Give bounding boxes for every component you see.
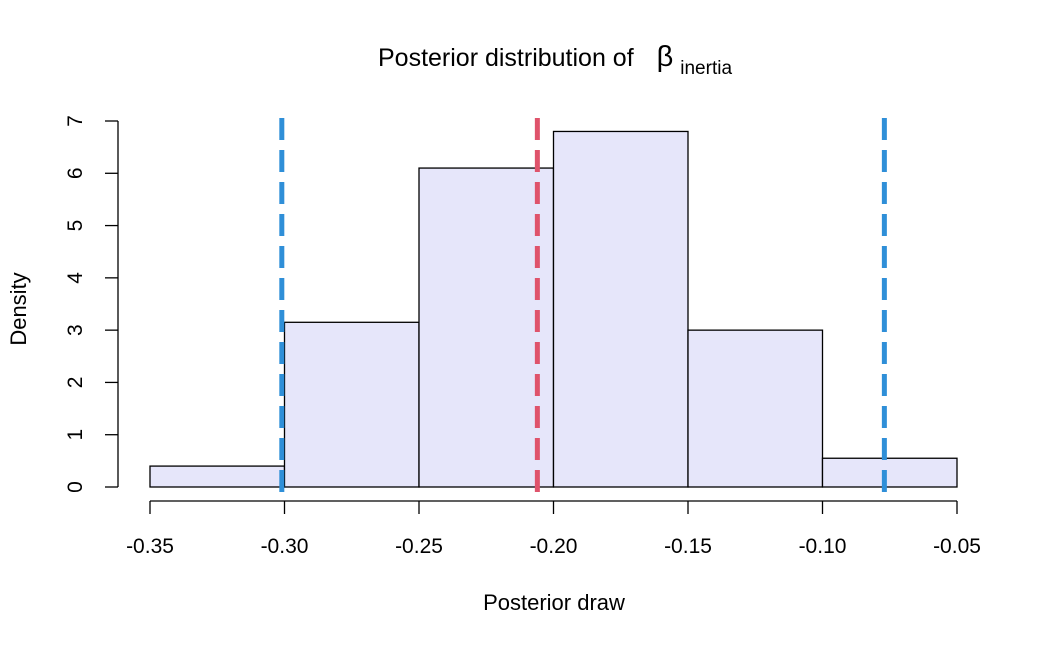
chart-title-subscript: inertia <box>680 58 732 79</box>
histogram-bar-2 <box>418 167 555 488</box>
histogram-bar-5 <box>821 457 958 488</box>
histogram-bar-1 <box>283 321 420 488</box>
x-axis-label: Posterior draw <box>483 590 625 615</box>
histogram-bar-3 <box>552 130 689 488</box>
y-tick-label-5: 5 <box>64 220 87 232</box>
y-tick-label-1: 1 <box>64 429 87 441</box>
chart-title-text: Posterior distribution of <box>378 44 634 72</box>
chart-title: Posterior distribution of β inertia <box>378 41 732 79</box>
y-tick-label-4: 4 <box>64 272 87 284</box>
x-tick-label-6: -0.05 <box>933 535 981 558</box>
y-axis: 0 1 2 3 4 5 6 7 <box>64 115 119 493</box>
histogram-bars <box>149 130 958 488</box>
histogram-bar-4 <box>687 329 824 488</box>
y-tick-label-0: 0 <box>64 481 87 493</box>
x-tick-label-5: -0.10 <box>799 535 847 558</box>
x-tick-label-3: -0.20 <box>530 535 578 558</box>
x-tick-label-0: -0.35 <box>126 535 174 558</box>
y-tick-label-7: 7 <box>64 115 87 127</box>
y-tick-label-3: 3 <box>64 324 87 336</box>
y-axis-label: Density <box>6 272 31 345</box>
x-axis: -0.35 -0.30 -0.25 -0.20 -0.15 -0.10 -0.05 <box>126 500 981 558</box>
x-tick-label-4: -0.15 <box>664 535 712 558</box>
histogram-bar-0 <box>149 465 286 488</box>
x-tick-label-1: -0.30 <box>261 535 309 558</box>
chart-title-symbol: β <box>657 41 674 73</box>
y-tick-label-2: 2 <box>64 377 87 389</box>
x-tick-label-2: -0.25 <box>395 535 443 558</box>
y-tick-label-6: 6 <box>64 167 87 179</box>
